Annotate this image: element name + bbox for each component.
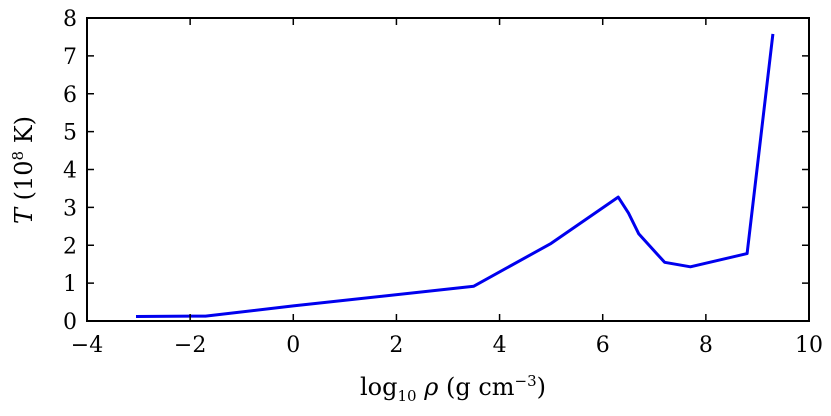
y-tick-label: 1 (63, 272, 77, 297)
tick-layer: −4 −2 0 2 4 6 8 10 0 1 2 3 4 5 6 7 8 (63, 7, 823, 358)
series-layer (135, 33, 775, 318)
y-axis-label: T (108 K) (9, 116, 38, 224)
x-axis-label: log10 ρ (g cm−3) (360, 372, 546, 405)
y-tick-label: 7 (63, 45, 77, 70)
y-tick-label: 8 (63, 7, 77, 32)
x-tick-label: −4 (71, 333, 103, 358)
y-tick-label: 2 (63, 234, 77, 259)
y-tick-label: 5 (63, 121, 77, 146)
x-tick-label: 2 (389, 333, 403, 358)
y-tick-label: 0 (63, 310, 77, 335)
x-tick-label: 10 (795, 333, 823, 358)
series-line (135, 33, 775, 318)
x-tick-label: −2 (174, 333, 206, 358)
x-tick-label: 0 (286, 333, 300, 358)
y-tick-label: 6 (63, 83, 77, 108)
y-tick-label: 3 (63, 196, 77, 221)
x-tick-label: 8 (699, 333, 713, 358)
x-tick-label: 4 (493, 333, 507, 358)
y-tick-label: 4 (63, 159, 77, 184)
x-tick-label: 6 (596, 333, 610, 358)
plot-frame (86, 17, 810, 322)
